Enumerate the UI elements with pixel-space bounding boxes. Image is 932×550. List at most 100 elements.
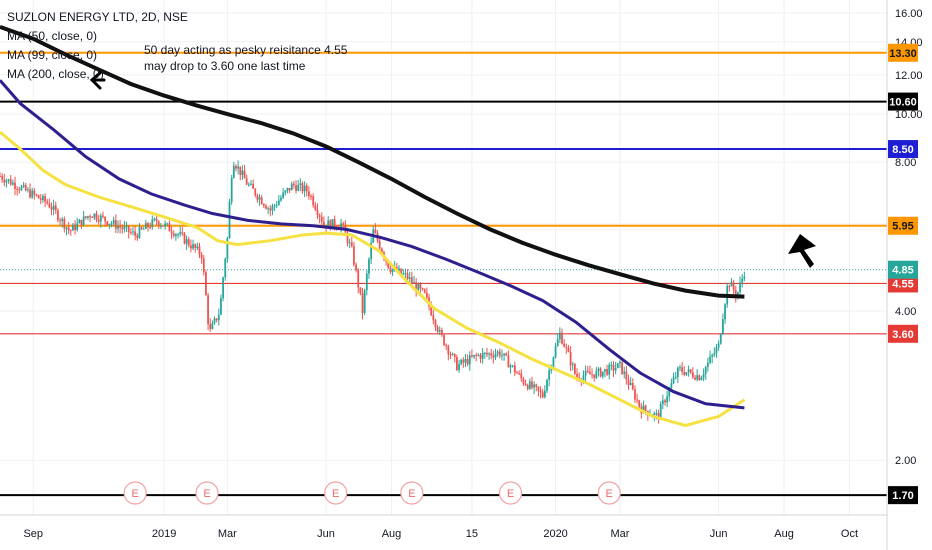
candle-body-337 [721, 319, 724, 334]
candle-body-100 [213, 318, 216, 324]
candle-body-255 [546, 379, 548, 391]
candle-body-114 [243, 170, 246, 179]
candle-body-281 [601, 371, 604, 377]
candle-body-295 [631, 383, 634, 390]
candle-body-311 [666, 396, 669, 403]
candle-body-252 [539, 390, 542, 393]
candle-body-122 [260, 197, 263, 205]
candle-body-164 [350, 242, 353, 247]
candle-body-14 [29, 189, 31, 198]
indicator-ma200[interactable]: MA (200, close, 0) [7, 67, 104, 81]
candle-body-288 [616, 363, 619, 369]
candle-body-41 [87, 216, 89, 218]
indicator-ma99[interactable]: MA (99, close, 0) [7, 48, 98, 62]
candle-body-54 [114, 220, 117, 229]
candle-body-162 [346, 232, 349, 244]
candle-body-327 [700, 377, 703, 381]
candle-body-228 [488, 353, 490, 355]
event-marker-label-0: E [131, 488, 138, 500]
symbol-title[interactable]: SUZLON ENERGY LTD, 2D, NSE [7, 10, 188, 24]
candle-body-223 [477, 354, 480, 356]
candle-body-214 [458, 364, 460, 371]
event-marker-5 [597, 481, 621, 505]
candle-body-312 [668, 388, 671, 397]
candle-body-107 [228, 201, 231, 239]
candle-body-263 [563, 343, 566, 347]
candle-body-7 [14, 182, 16, 189]
candle-body-153 [327, 220, 330, 228]
candle-body-322 [689, 369, 692, 373]
candle-body-57 [121, 227, 124, 230]
candle-body-24 [50, 207, 53, 210]
price-tick-label: 12.00 [895, 70, 923, 82]
candle-body-248 [531, 381, 533, 388]
price-tag-last-box [888, 260, 918, 279]
price-tick-label: 4.00 [895, 306, 916, 318]
candle-body-207 [443, 335, 445, 346]
price-tag-5.95-box [888, 216, 918, 235]
candle-body-325 [696, 375, 699, 380]
candle-body-282 [604, 368, 606, 372]
candle-body-149 [318, 214, 321, 218]
candle-body-0 [0, 175, 1, 177]
candle-body-148 [316, 209, 319, 215]
indicator-ma50[interactable]: MA (50, close, 0) [7, 29, 98, 43]
annotation-note[interactable]: 50 day acting as pesky reisitance 4.55 m… [144, 42, 347, 74]
candle-body-72 [153, 218, 156, 220]
candle-body-253 [541, 392, 544, 398]
candle-body-123 [262, 204, 265, 206]
candle-body-226 [483, 352, 486, 354]
candle-body-61 [129, 232, 132, 234]
candle-body-318 [681, 367, 684, 372]
candle-body-273 [584, 370, 587, 376]
candle-body-119 [254, 188, 257, 196]
price-tag-10.60-box [888, 92, 918, 111]
price-tag-5.95-text: 5.95 [892, 221, 913, 233]
candle-body-6 [11, 182, 14, 185]
candle-body-102 [217, 314, 220, 321]
event-marker-4 [498, 481, 523, 505]
candle-body-298 [638, 400, 641, 407]
candle-body-221 [473, 354, 475, 357]
candle-body-256 [548, 370, 551, 380]
candle-body-244 [522, 378, 525, 384]
candle-body-11 [22, 184, 25, 187]
candle-body-290 [621, 361, 623, 374]
candle-body-68 [144, 223, 147, 229]
time-tick-label: Aug [382, 528, 402, 540]
candle-body-170 [363, 290, 366, 313]
candle-body-112 [239, 166, 242, 175]
candle-body-276 [591, 374, 593, 376]
candle-body-168 [359, 287, 362, 294]
candle-body-181 [387, 261, 390, 269]
candle-body-243 [520, 373, 523, 379]
candle-body-125 [267, 208, 270, 210]
candle-body-195 [417, 284, 420, 291]
candle-body-249 [533, 384, 536, 388]
candle-body-210 [449, 354, 452, 356]
candle-body-177 [378, 240, 381, 249]
candle-body-319 [683, 371, 686, 375]
candle-body-212 [453, 353, 456, 358]
candle-body-154 [329, 220, 332, 229]
candle-body-115 [245, 178, 248, 185]
candle-body-23 [48, 203, 51, 208]
candle-body-310 [664, 400, 666, 403]
candle-body-211 [451, 353, 454, 355]
candle-body-131 [280, 197, 282, 201]
candle-body-289 [619, 361, 621, 364]
candle-body-35 [74, 224, 76, 231]
candle-body-222 [475, 354, 478, 356]
candle-body-320 [685, 372, 688, 375]
candle-body-22 [46, 201, 49, 204]
candle-body-241 [516, 372, 518, 374]
candle-body-343 [734, 290, 737, 297]
candle-body-227 [486, 352, 488, 355]
candle-body-40 [84, 216, 87, 218]
candle-body-109 [232, 165, 235, 179]
time-axis[interactable]: Sep 2019 Mar Jun Aug 15 2020 Mar Jun Aug Oct [0, 514, 887, 540]
candle-body-71 [151, 219, 154, 228]
candle-body-196 [419, 284, 422, 289]
